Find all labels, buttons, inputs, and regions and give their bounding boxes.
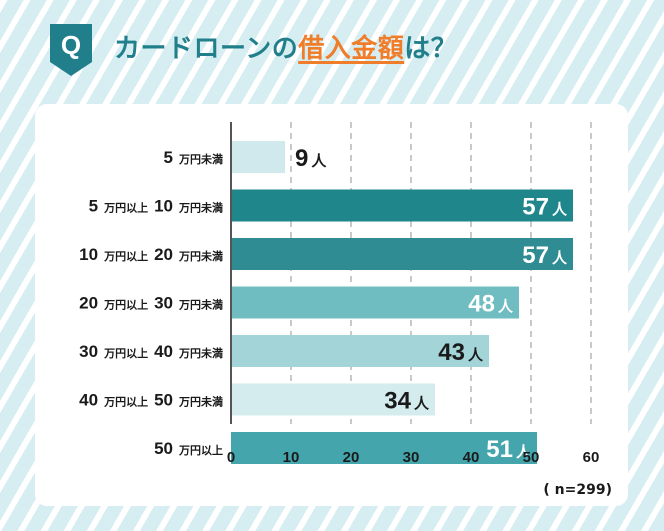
bar [231, 383, 435, 416]
chart-card: 9 人 5 万円未満 57 人 5 万円以上 10 万円未満 57 人 10 万円以上 20 万円未満 48 人 2… [35, 104, 628, 506]
x-tick-label: 50 [523, 449, 540, 466]
bar-value-label: 51 人 [486, 436, 532, 463]
x-tick-label: 30 [403, 449, 420, 466]
bar [231, 238, 573, 270]
title-prefix: カードローンの [114, 34, 299, 64]
bar [231, 432, 537, 464]
question-badge-shape [50, 24, 92, 76]
bar [231, 189, 573, 222]
x-tick-label: 20 [343, 449, 360, 466]
bar-value-label: 43 人 [438, 339, 484, 366]
x-tick-label: 60 [583, 449, 600, 466]
bar [231, 335, 489, 367]
bar-value-label: 57 人 [522, 194, 568, 221]
category-label: 40 万円以上 50 万円未満 [79, 391, 223, 410]
title-suffix: は？ [404, 34, 458, 64]
bar-value-label: 57 人 [522, 242, 568, 269]
question-badge: Q [50, 24, 92, 76]
bar-value-label: 34 人 [384, 388, 430, 415]
category-label: 30 万円以上 40 万円未満 [79, 342, 223, 361]
category-label: 50 万円以上 [154, 439, 223, 458]
bar [231, 141, 285, 173]
question-badge-letter: Q [61, 30, 81, 60]
x-tick-label: 40 [463, 449, 480, 466]
bar-chart: 9 人 5 万円未満 57 人 5 万円以上 10 万円未満 57 人 10 万円以上 20 万円未満 48 人 2… [79, 122, 600, 466]
bar-value-label: 48 人 [468, 291, 514, 318]
category-label: 5 万円未満 [164, 148, 223, 167]
x-tick-label: 10 [283, 449, 300, 466]
bar [231, 286, 519, 319]
title-highlight: 借入金額 [298, 34, 405, 64]
page-title: カードローンの借入金額は？ [114, 28, 457, 65]
x-tick-label: 0 [227, 449, 235, 466]
category-label: 10 万円以上 20 万円未満 [79, 245, 223, 264]
category-label: 20 万円以上 30 万円未満 [79, 294, 223, 313]
sample-size-note: ( n=299) [543, 482, 612, 498]
category-label: 5 万円以上 10 万円未満 [89, 197, 223, 216]
